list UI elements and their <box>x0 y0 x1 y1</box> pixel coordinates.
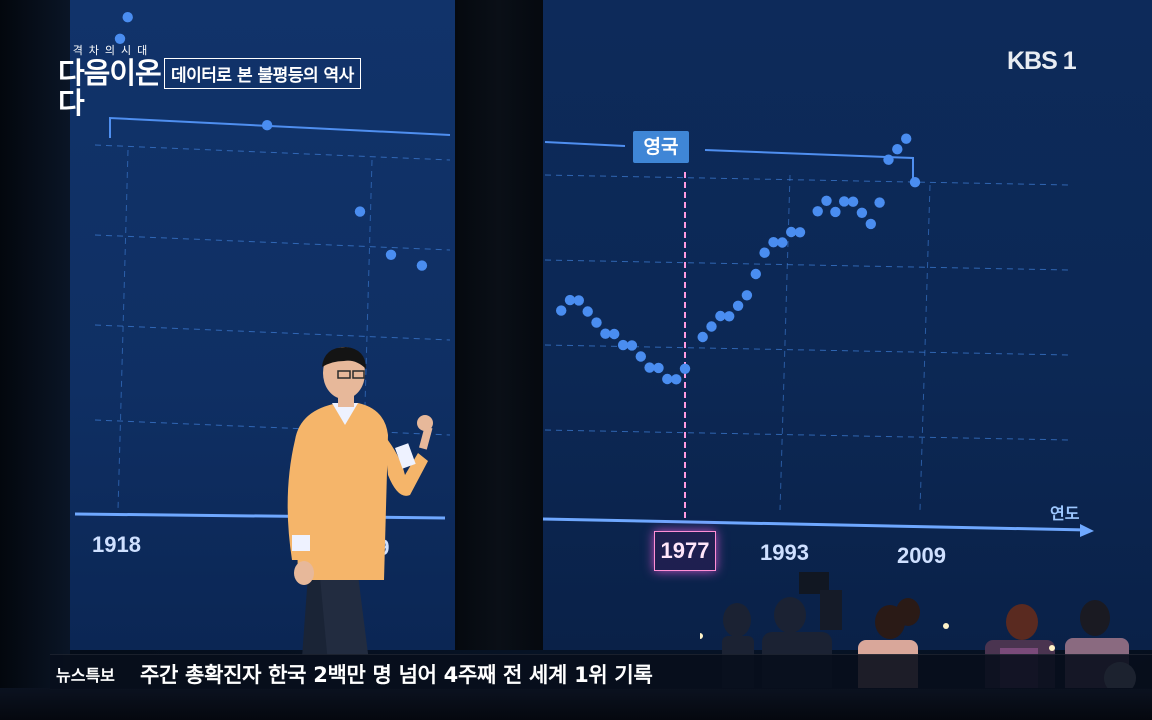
gridline <box>94 234 451 251</box>
gridline <box>94 419 451 436</box>
x-axis-arrow <box>1080 524 1094 537</box>
country-label: 영국 <box>633 131 689 163</box>
ticker-headline: 주간 총확진자 한국 2백만 명 넘어 4주째 전 세계 1위 기록 <box>140 663 653 687</box>
x-axis-label: 연도 <box>1050 504 1080 523</box>
top-bracket <box>109 116 451 138</box>
data-point <box>662 373 673 385</box>
data-point <box>706 321 717 332</box>
x-tick-label: 2009 <box>897 543 946 568</box>
data-point <box>847 196 859 207</box>
data-point <box>865 218 876 230</box>
data-point <box>768 237 779 248</box>
episode-title: 데이터로 본 불평등의 역사 <box>164 58 361 89</box>
gridline <box>919 184 931 511</box>
presenter-figure <box>287 347 433 655</box>
data-point <box>644 362 655 373</box>
data-point <box>839 196 850 207</box>
data-point <box>591 317 602 328</box>
x-axis-line <box>542 517 1089 532</box>
data-point <box>821 195 832 206</box>
data-point <box>759 247 770 258</box>
data-point <box>830 206 841 218</box>
gridline <box>544 259 1071 271</box>
video-wall-right <box>543 0 1152 650</box>
gridline <box>117 149 129 511</box>
data-point <box>883 154 894 165</box>
data-point <box>794 227 806 238</box>
show-logo: 격차의시대 다음이온다 <box>58 42 168 118</box>
data-point <box>786 226 797 238</box>
data-point <box>635 351 646 362</box>
data-point <box>679 363 691 374</box>
data-point <box>750 268 761 280</box>
data-point <box>715 310 726 322</box>
data-point <box>609 328 620 340</box>
data-point <box>909 177 921 188</box>
ticker-label: 뉴스특보 <box>56 666 115 685</box>
data-point <box>732 300 744 311</box>
gridline <box>544 174 1071 186</box>
data-point <box>901 133 912 144</box>
stage-pillar <box>455 0 543 650</box>
gridline <box>544 429 1071 441</box>
data-point <box>600 328 611 339</box>
data-point <box>416 260 428 271</box>
gridline <box>94 144 451 161</box>
data-point <box>892 144 903 155</box>
top-bracket <box>544 141 914 178</box>
data-point <box>617 339 629 351</box>
chart-points <box>114 12 921 385</box>
x-tick-label: 1993 <box>760 540 809 565</box>
show-title: 다음이온다 <box>58 56 162 120</box>
gridline <box>94 324 451 341</box>
stage-floor <box>0 688 1152 720</box>
data-point <box>261 120 273 131</box>
data-point <box>354 206 366 217</box>
data-point <box>812 206 823 217</box>
news-ticker: 뉴스특보 주간 총확진자 한국 2백만 명 넘어 4주째 전 세계 1위 기록 <box>50 654 1152 689</box>
data-point <box>114 33 126 44</box>
data-point <box>564 294 576 306</box>
data-point <box>626 340 638 351</box>
x-tick-label: 1918 <box>92 532 141 557</box>
chart-gridlines <box>94 144 1071 511</box>
show-subtitle: 격차의시대 <box>72 44 154 57</box>
data-point <box>741 290 753 301</box>
data-point <box>724 311 735 322</box>
data-point <box>573 295 584 306</box>
data-point <box>122 12 133 23</box>
data-point <box>856 207 868 218</box>
data-point <box>385 249 397 260</box>
data-point <box>671 374 682 385</box>
data-point <box>582 306 593 317</box>
studio-left-edge <box>0 0 70 720</box>
highlight-year-box: 1977 <box>654 531 716 571</box>
data-point <box>874 197 885 208</box>
chart-axes <box>74 116 1094 537</box>
data-point <box>653 362 664 374</box>
data-point <box>556 305 567 316</box>
data-point <box>777 237 788 248</box>
data-point <box>697 331 708 343</box>
video-wall-left <box>70 0 455 650</box>
gridline <box>779 174 791 511</box>
channel-logo: KBS 1 <box>1007 47 1077 75</box>
